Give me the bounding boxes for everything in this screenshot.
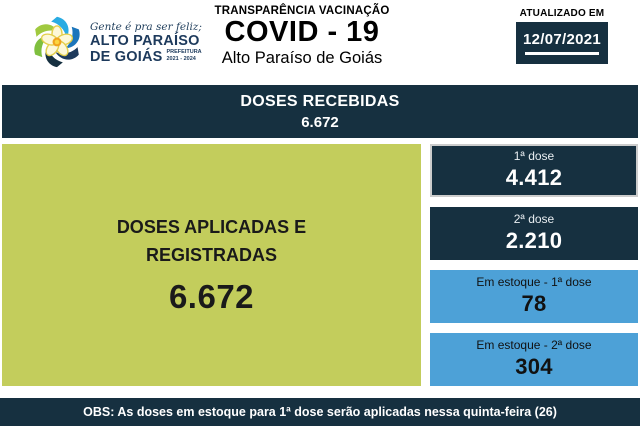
main-content: DOSES APLICADAS E REGISTRADAS 6.672 1ª d… bbox=[2, 144, 638, 386]
stat-card-estoque-2a-dose: Em estoque - 2ª dose 304 bbox=[430, 333, 638, 386]
stat-label: Em estoque - 2ª dose bbox=[476, 337, 592, 352]
logo-prefeitura-term: PREFEITURA 2021 - 2024 bbox=[166, 49, 202, 63]
stat-label: Em estoque - 1ª dose bbox=[476, 274, 592, 289]
city-logo: Gente é pra ser feliz; ALTO PARAÍSO DE G… bbox=[26, 10, 202, 72]
updated-date-value: 12/07/2021 bbox=[522, 31, 602, 48]
logo-city-name-line1: ALTO PARAÍSO bbox=[90, 32, 200, 49]
stat-label: 1ª dose bbox=[513, 148, 555, 163]
doses-aplicadas-value: 6.672 bbox=[168, 277, 255, 315]
title-transparencia: TRANSPARÊNCIA VACINAÇÃO bbox=[214, 5, 390, 17]
title-city: Alto Paraíso de Goiás bbox=[221, 48, 383, 67]
flower-pinwheel-logo-icon bbox=[34, 16, 80, 68]
header: Gente é pra ser feliz; ALTO PARAÍSO DE G… bbox=[0, 0, 640, 84]
stat-value: 304 bbox=[515, 354, 553, 380]
stat-card-estoque-1a-dose: Em estoque - 1ª dose 78 bbox=[430, 270, 638, 323]
doses-aplicadas-card: DOSES APLICADAS E REGISTRADAS 6.672 bbox=[2, 144, 421, 386]
doses-aplicadas-label: DOSES APLICADAS E REGISTRADAS bbox=[116, 217, 307, 265]
updated-block: ATUALIZADO EM 12/07/2021 bbox=[516, 8, 608, 64]
stat-label: 2ª dose bbox=[513, 211, 555, 226]
stat-card-2a-dose: 2ª dose 2.210 bbox=[430, 207, 638, 260]
stat-value: 78 bbox=[521, 291, 547, 317]
footer-note-text: OBS: As doses em estoque para 1ª dose se… bbox=[83, 405, 557, 419]
logo-city-name-line2: DE GOIÁS bbox=[90, 48, 163, 65]
logo-text: Gente é pra ser feliz; ALTO PARAÍSO DE G… bbox=[90, 21, 202, 65]
title-covid19: COVID - 19 bbox=[224, 16, 380, 48]
stat-value: 2.210 bbox=[505, 228, 563, 254]
doses-recebidas-title: DOSES RECEBIDAS bbox=[240, 92, 400, 110]
page-title: TRANSPARÊNCIA VACINAÇÃO COVID - 19 Alto … bbox=[215, 5, 390, 67]
updated-label: ATUALIZADO EM bbox=[519, 8, 605, 19]
stats-column: 1ª dose 4.412 2ª dose 2.210 Em estoque -… bbox=[430, 144, 638, 386]
doses-recebidas-value: 6.672 bbox=[301, 113, 339, 131]
stat-card-1a-dose: 1ª dose 4.412 bbox=[430, 144, 638, 197]
updated-date-card: 12/07/2021 bbox=[516, 22, 608, 64]
date-underline bbox=[525, 52, 599, 55]
footer-note-bar: OBS: As doses em estoque para 1ª dose se… bbox=[0, 398, 640, 426]
doses-recebidas-banner: DOSES RECEBIDAS 6.672 bbox=[2, 85, 638, 138]
stat-value: 4.412 bbox=[505, 165, 563, 191]
logo-tagline: Gente é pra ser feliz; bbox=[90, 20, 202, 33]
